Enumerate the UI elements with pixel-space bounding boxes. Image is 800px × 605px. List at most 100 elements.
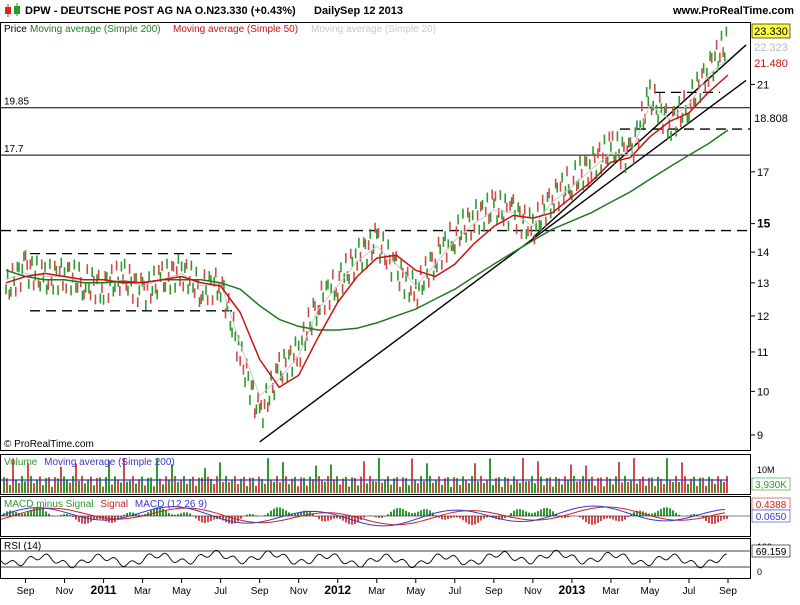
- volume-bar: [714, 484, 716, 493]
- volume-bar: [21, 476, 23, 493]
- volume-bar: [357, 485, 359, 493]
- volume-bar: [558, 478, 560, 493]
- volume-bar: [84, 483, 86, 493]
- volume-bar: [90, 477, 92, 493]
- volume-bar: [222, 482, 224, 493]
- volume-bar: [360, 477, 362, 493]
- volume-bar: [111, 484, 113, 493]
- volume-bar: [72, 476, 74, 493]
- macd-legend: MACD minus Signal Signal MACD (12 26 9): [4, 499, 207, 510]
- macd-hist-bar: [534, 512, 536, 516]
- macd-hist-bar: [396, 508, 398, 516]
- macd-hist-bar: [150, 510, 152, 516]
- rsi-tick-label: 0: [757, 567, 762, 577]
- volume-bar: [555, 477, 557, 493]
- macd-hist-bar: [516, 509, 518, 516]
- volume-bar: [570, 465, 572, 493]
- volume-bar: [423, 481, 425, 493]
- volume-bar: [141, 477, 143, 493]
- volume-bar: [654, 486, 656, 493]
- macd-hist-bar: [423, 509, 425, 516]
- volume-bar: [153, 486, 155, 493]
- macd-hist-bar: [48, 514, 50, 516]
- macd-hist-bar: [450, 516, 452, 518]
- volume-bar: [630, 481, 632, 493]
- macd-hist-bar: [618, 516, 620, 521]
- volume-bar: [69, 483, 71, 493]
- macd-hist-bar: [204, 516, 206, 523]
- macd-hist-bar: [624, 516, 626, 520]
- volume-bar: [477, 481, 479, 493]
- macd-hist-bar: [480, 516, 482, 521]
- x-tick-label: May: [406, 586, 425, 597]
- volume-bar: [366, 483, 368, 493]
- price-series: [6, 27, 728, 429]
- macd-hist-bar: [723, 516, 725, 519]
- x-tick-label: Jul: [214, 586, 227, 597]
- y-tick-label: 17: [757, 167, 769, 179]
- macd-hist-bar: [666, 507, 668, 516]
- macd-hist-bar: [414, 513, 416, 516]
- volume-bar: [372, 481, 374, 493]
- macd-hist-bar: [24, 513, 26, 516]
- volume-bar: [24, 481, 26, 493]
- macd-hist-bar: [444, 516, 446, 520]
- volume-bar: [192, 477, 194, 493]
- volume-bar: [129, 481, 131, 493]
- volume-bar: [486, 480, 488, 493]
- period-label: Daily: [314, 5, 341, 17]
- macd-hist-bar: [237, 516, 239, 521]
- volume-bar: [483, 483, 485, 493]
- macd-hist-bar: [660, 509, 662, 516]
- x-tick-label: Mar: [602, 586, 620, 597]
- macd-hist-bar: [117, 516, 119, 520]
- macd-hist-bar: [240, 516, 242, 519]
- macd-hist-bar: [447, 516, 449, 519]
- volume-bar: [480, 476, 482, 493]
- macd-hist-bar: [417, 512, 419, 516]
- volume-bar: [321, 481, 323, 493]
- x-tick-label: May: [172, 586, 191, 597]
- volume-bar: [720, 480, 722, 493]
- volume-bar: [672, 482, 674, 493]
- macd-hist-bar: [21, 514, 23, 516]
- volume-bar: [330, 464, 332, 493]
- macd-hist-bar: [549, 509, 551, 516]
- macd-hist-bar: [540, 509, 542, 516]
- volume-bar: [117, 480, 119, 493]
- macd-hist-bar: [471, 516, 473, 525]
- macd-hist-bar: [321, 516, 323, 521]
- macd-hist-bar: [180, 513, 182, 516]
- volume-bar: [525, 481, 527, 493]
- volume-bar: [390, 485, 392, 493]
- macd-hist-bar: [279, 507, 281, 516]
- volume-bar: [132, 476, 134, 493]
- volume-bar: [102, 487, 104, 493]
- macd-hist-bar: [270, 511, 272, 516]
- volume-bar: [336, 476, 338, 493]
- volume-bar: [66, 480, 68, 493]
- volume-tick-label: 10M: [757, 465, 775, 475]
- volume-bar: [114, 476, 116, 493]
- volume-bar: [609, 479, 611, 493]
- volume-bar: [567, 480, 569, 493]
- volume-bar: [561, 485, 563, 493]
- rsi-value-label: 69.159: [756, 547, 787, 558]
- volume-bar: [663, 484, 665, 493]
- volume-bar: [159, 479, 161, 493]
- macd-hist-bar: [207, 516, 209, 522]
- volume-bar: [306, 486, 308, 493]
- volume-bar: [279, 482, 281, 493]
- macd-hist-bar: [462, 516, 464, 520]
- volume-bar: [573, 476, 575, 493]
- macd-hist-bar: [528, 513, 530, 516]
- value-label: 18.808: [754, 113, 788, 125]
- volume-bar: [429, 476, 431, 493]
- volume-bar: [342, 479, 344, 493]
- macd-hist-bar: [708, 516, 710, 523]
- price-legend: Price Moving average (Simple 200) Moving…: [4, 24, 436, 35]
- volume-bar: [387, 476, 389, 493]
- volume-bar: [243, 477, 245, 493]
- y-tick-label: 15: [757, 217, 771, 231]
